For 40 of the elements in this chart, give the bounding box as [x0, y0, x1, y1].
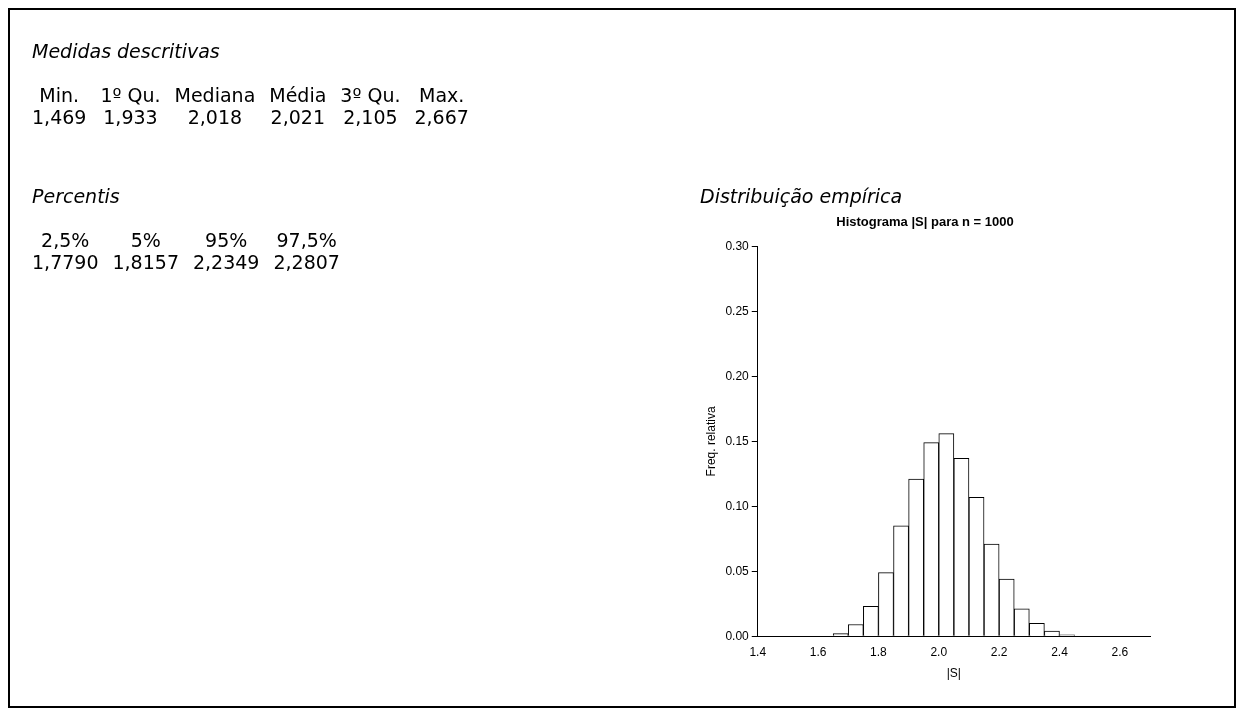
text: 2,018 — [187, 106, 243, 128]
text: 1,8157 — [112, 251, 179, 273]
text: 1,7790 — [32, 251, 99, 273]
y-tick-label: 0.15 — [725, 433, 750, 448]
y-tick-label: 0.10 — [725, 498, 750, 513]
y-tick-label: 0.20 — [725, 368, 750, 383]
text: Percentis — [32, 185, 121, 207]
category-label: 97,5% — [275, 229, 338, 251]
category-label: Max. — [418, 84, 466, 106]
x-tick-label: 2.4 — [1051, 644, 1069, 659]
y-tick-label: 0.05 — [725, 563, 750, 578]
x-tick-label: 1.4 — [749, 644, 767, 659]
category-label: Média — [269, 84, 327, 106]
text: Medidas descritivas — [32, 40, 221, 62]
category-label: 3º Qu. — [340, 84, 401, 106]
text: 1,933 — [103, 106, 158, 128]
text: 2,2349 — [192, 251, 260, 273]
chart-title: Histograma |S| para n = 1000 — [836, 214, 1014, 230]
y-tick-label: 0.30 — [725, 238, 750, 253]
text: 2,021 — [270, 106, 326, 128]
y-tick-label: 0.00 — [725, 628, 750, 643]
text: 2,2807 — [273, 251, 340, 273]
x-tick-label: 2.0 — [930, 644, 948, 659]
x-tick-label: 2.6 — [1111, 644, 1129, 659]
text: 2,105 — [343, 106, 398, 128]
text: 1,469 — [32, 106, 87, 128]
x-tick-label: 1.6 — [809, 644, 827, 659]
x-tick-label: 2.2 — [990, 644, 1008, 659]
y-tick-label: 0.25 — [725, 303, 750, 318]
category-label: 2,5% — [40, 229, 91, 251]
category-label: 1º Qu. — [100, 84, 161, 106]
category-label: Mediana — [174, 84, 256, 106]
category-label: 95% — [204, 229, 249, 251]
x-tick-label: 1.8 — [870, 644, 888, 659]
x-axis-title: |S| — [946, 666, 961, 681]
category-label: 5% — [129, 229, 162, 251]
category-label: Min. — [38, 84, 81, 106]
y-axis-title: Freq. relativa — [703, 406, 718, 477]
text: 2,667 — [414, 106, 469, 128]
chart-subtitle: Distribuição empírica — [700, 185, 904, 207]
